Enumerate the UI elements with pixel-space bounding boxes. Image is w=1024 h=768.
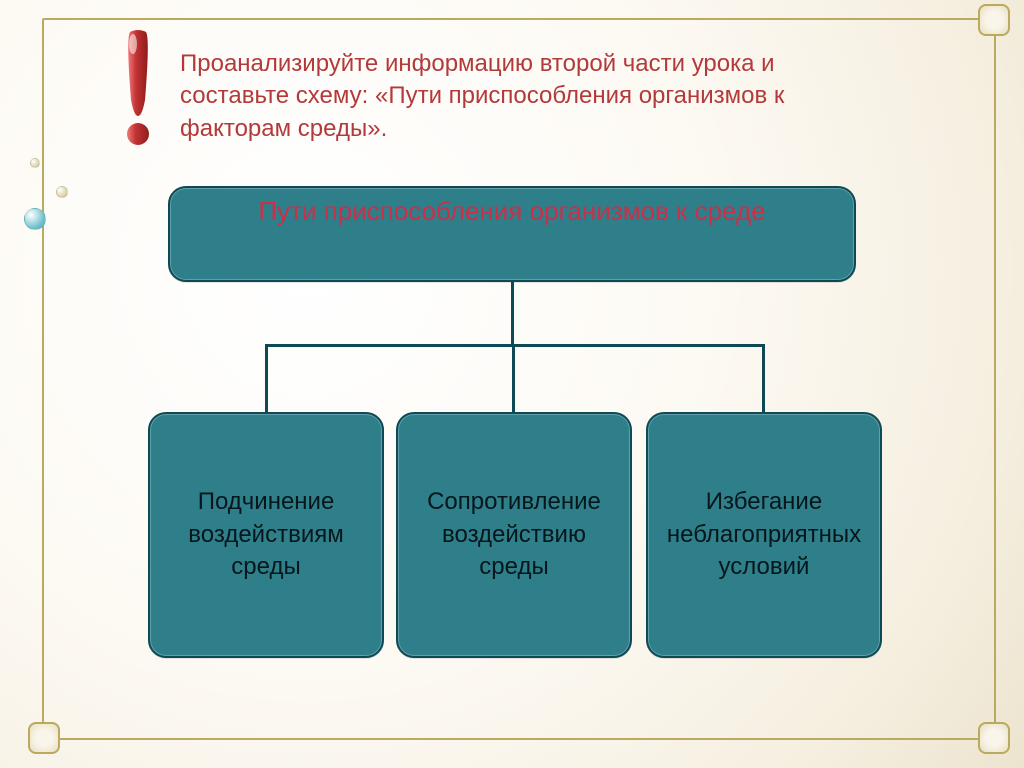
diagram-child-node: Избегание неблагоприятных условий — [646, 412, 882, 658]
exclamation-icon — [118, 30, 158, 150]
root-node-label: Пути приспособления организмов к среде — [258, 196, 765, 227]
bubble-decor — [30, 158, 40, 168]
corner-ornament — [978, 4, 1010, 36]
connector-line — [762, 344, 765, 412]
connector-line — [511, 282, 514, 346]
diagram-child-node: Подчинение воздействиям среды — [148, 412, 384, 658]
diagram-root-node: Пути приспособления организмов к среде — [168, 186, 856, 282]
corner-ornament — [28, 722, 60, 754]
child-node-label: Сопротивление воздействию среды — [410, 486, 618, 583]
child-node-label: Избегание неблагоприятных условий — [660, 486, 868, 583]
child-node-label: Подчинение воздействиям среды — [162, 486, 370, 583]
heading-text: Проанализируйте информацию второй части … — [180, 50, 784, 142]
connector-line — [512, 344, 515, 412]
bubble-decor — [56, 186, 68, 198]
diagram-child-node: Сопротивление воздействию среды — [396, 412, 632, 658]
slide-heading: Проанализируйте информацию второй части … — [180, 48, 880, 145]
connector-line — [265, 344, 268, 412]
bubble-decor — [24, 208, 46, 230]
corner-ornament — [978, 722, 1010, 754]
